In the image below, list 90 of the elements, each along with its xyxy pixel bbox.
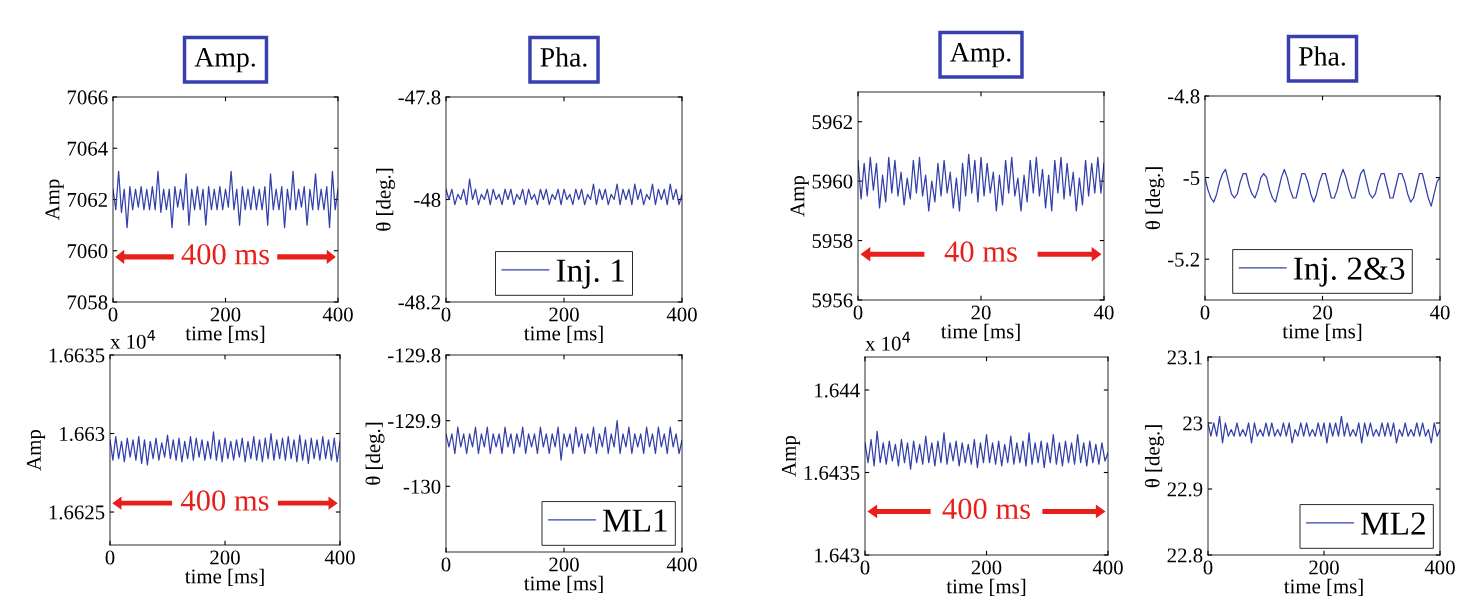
y-tick-label: 23 [1183, 416, 1203, 431]
y-tick-label: 1.6625 [49, 505, 105, 520]
x-tick-label: 200 [210, 550, 240, 565]
chart-title: Pha. [1298, 46, 1345, 66]
x-tick-label: 400 [1092, 560, 1123, 575]
annotation: 400 ms [181, 243, 269, 265]
y-tick-label: 7058 [67, 295, 108, 310]
line-series [113, 170, 338, 229]
legend-label: Inj. 2&3 [1293, 257, 1405, 287]
y-tick-label: -47.8 [398, 90, 441, 105]
x-tick-label: 0 [860, 560, 870, 575]
y-axis-title: θ [deg.] [365, 422, 385, 485]
y-tick-label: 1.6635 [49, 348, 105, 363]
line-series [446, 178, 682, 206]
x-axis-title: time [ms] [1283, 578, 1363, 596]
x-tick-label: 400 [322, 307, 353, 322]
x-tick-label: 20 [971, 305, 991, 320]
y-axis-title: Amp [45, 179, 64, 221]
x-tick-label: 200 [210, 307, 241, 322]
x-tick-label: 40 [1429, 305, 1450, 320]
x-tick-label: 400 [666, 307, 697, 322]
chart-title: Pha. [540, 47, 587, 67]
y-tick-label: 1.643 [815, 548, 860, 563]
x-tick-label: 0 [1203, 560, 1213, 575]
y-tick-label: -4.8 [1167, 89, 1200, 104]
y-tick-label: 5958 [812, 233, 853, 248]
x-tick-label: 400 [324, 550, 355, 565]
y-tick-label: 7064 [67, 141, 108, 156]
x-tick-label: 200 [971, 560, 1002, 575]
x-axis-title: time [ms] [523, 325, 603, 343]
y-tick-label: -48.2 [398, 295, 440, 310]
x-axis-title: time [ms] [940, 323, 1020, 341]
y-tick-label: 1.6435 [804, 465, 860, 481]
x-tick-label: 20 [1313, 305, 1333, 320]
x-tick-label: 0 [441, 307, 451, 322]
x-tick-label: 0 [105, 550, 115, 565]
legend-label: ML1 [602, 509, 667, 532]
y-tick-label: 7066 [67, 90, 108, 105]
chart-title: Amp. [194, 48, 255, 73]
legend-label: Inj. 1 [556, 259, 624, 289]
y-tick-label: 5962 [812, 115, 852, 130]
y-tick-label: 5956 [812, 293, 853, 308]
y-tick-label: 22.8 [1167, 548, 1203, 563]
y-tick-label: 22.9 [1167, 482, 1203, 497]
y-tick-label: -130 [403, 479, 441, 494]
legend-label: ML2 [1360, 512, 1425, 535]
x-tick-label: 0 [108, 307, 118, 322]
y-tick-label: 1.663 [60, 426, 105, 442]
x-tick-label: 400 [1424, 560, 1455, 575]
text: x 10$^{4}$ [865, 331, 911, 351]
y-axis-title: θ [deg.] [1145, 167, 1165, 230]
annotation: 400 ms [942, 498, 1030, 520]
line-series [446, 420, 682, 461]
x-tick-label: 200 [549, 307, 579, 322]
y-tick-label: 7062 [67, 192, 107, 207]
y-axis-title: Amp [781, 435, 801, 477]
y-tick-label: 23.1 [1167, 350, 1202, 365]
line-series [858, 153, 1104, 212]
y-axis-title: Amp [790, 175, 809, 217]
line-series [110, 431, 340, 466]
y-axis-title: Amp [26, 429, 46, 471]
y-tick-label: -129.8 [388, 348, 441, 363]
x-axis-title: time [ms] [1282, 323, 1362, 341]
y-tick-label: -5 [1183, 171, 1200, 186]
y-tick-label: 5960 [812, 174, 853, 189]
y-tick-label: 1.644 [815, 383, 860, 398]
annotation: 40 ms [944, 241, 1017, 262]
x-tick-label: 200 [549, 557, 579, 572]
x-axis-title: time [ms] [946, 578, 1026, 596]
x-tick-label: 0 [853, 305, 863, 320]
line-series [865, 430, 1108, 470]
text: x 10$^{4}$ [110, 329, 156, 349]
y-tick-label: -48 [414, 192, 441, 207]
x-tick-label: 40 [1093, 305, 1114, 320]
y-tick-label: 7060 [67, 244, 108, 259]
x-axis-title: time [ms] [184, 568, 264, 586]
chart-title: Amp. [950, 43, 1011, 68]
x-tick-label: 0 [1200, 305, 1210, 320]
line-series [1208, 415, 1440, 444]
y-tick-label: -129.9 [388, 414, 441, 429]
x-tick-label: 400 [666, 557, 697, 572]
line-series [1205, 168, 1440, 207]
x-axis-title: time [ms] [523, 575, 603, 593]
x-tick-label: 200 [1309, 560, 1339, 575]
y-tick-label: -5.2 [1167, 252, 1199, 267]
y-axis-title: θ [deg.] [375, 168, 395, 231]
y-axis-title: θ [deg.] [1144, 425, 1164, 488]
annotation: 400 ms [181, 490, 269, 511]
x-tick-label: 0 [441, 557, 451, 572]
x-axis-title: time [ms] [185, 325, 265, 343]
